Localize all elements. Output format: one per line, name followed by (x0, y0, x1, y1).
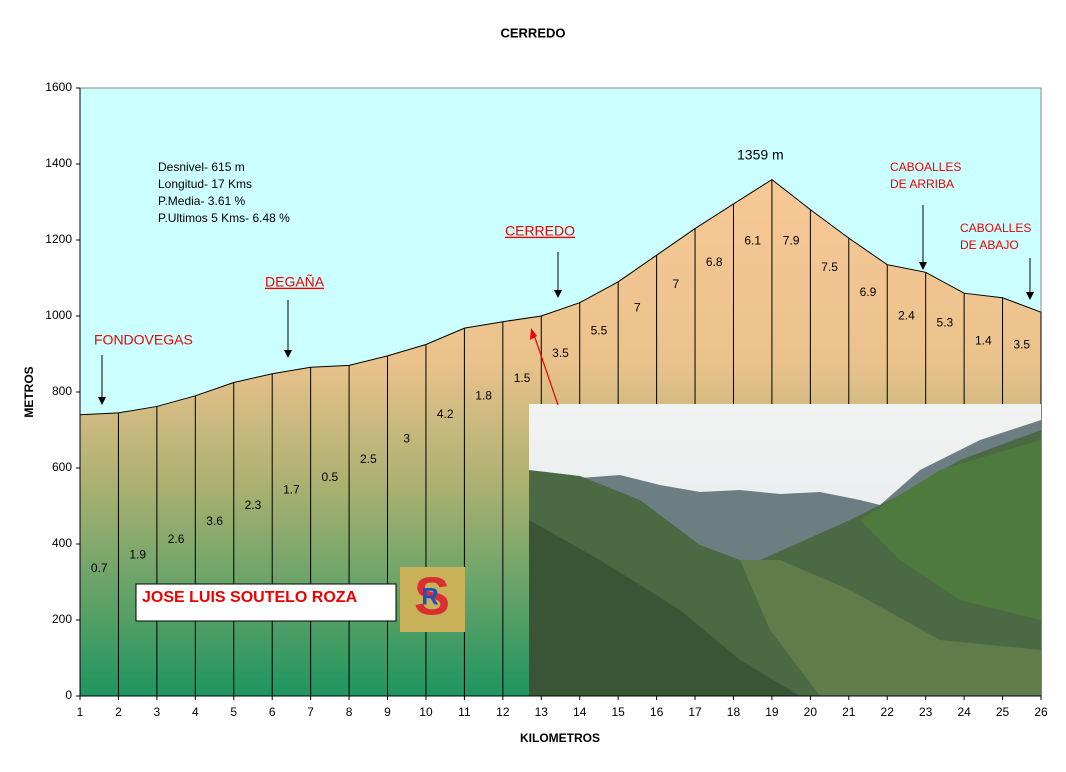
segment-gradient: 3.5 (552, 346, 569, 360)
x-tick-label: 24 (957, 705, 971, 719)
stat-line: Longitud- 17 Kms (158, 177, 252, 191)
photo-pointer (532, 331, 559, 406)
x-tick-label: 3 (154, 705, 161, 719)
x-tick-label: 19 (765, 705, 779, 719)
segment-gradient: 7.9 (783, 234, 800, 248)
profile-line (79, 178, 1042, 416)
x-tick-label: 15 (611, 705, 625, 719)
x-tick-label: 16 (650, 705, 664, 719)
segment-gradient: 3 (403, 432, 410, 446)
x-tick-label: 25 (996, 705, 1010, 719)
segment-gradient: 6.1 (744, 234, 761, 248)
annotation-arrowhead (98, 397, 106, 405)
annotation-arrowhead (1026, 292, 1034, 300)
x-tick-label: 2 (115, 705, 122, 719)
annotation: CABOALLES (890, 160, 961, 174)
x-tick-label: 9 (384, 705, 391, 719)
chart-title: CERREDO (500, 25, 565, 40)
x-tick-label: 26 (1034, 705, 1048, 719)
segment-gradient: 7 (634, 300, 641, 314)
photo (529, 404, 1041, 696)
x-tick-label: 4 (192, 705, 199, 719)
annotation: CABOALLES (960, 221, 1031, 235)
x-tick-label: 6 (269, 705, 276, 719)
x-tick-label: 20 (804, 705, 818, 719)
x-tick-label: 5 (230, 705, 237, 719)
segment-gradient: 3.6 (206, 514, 223, 528)
stat-line: P.Media- 3.61 % (158, 194, 245, 208)
y-tick-label: 1600 (45, 80, 72, 94)
x-tick-label: 1 (77, 705, 84, 719)
y-tick-label: 0 (65, 688, 72, 702)
annotation: DE ABAJO (960, 238, 1019, 252)
annotation: DE ARRIBA (890, 177, 954, 191)
x-tick-label: 12 (496, 705, 510, 719)
x-tick-label: 8 (346, 705, 353, 719)
stat-line: P.Ultimos 5 Kms- 6.48 % (158, 211, 290, 225)
annotation: 1359 m (737, 147, 784, 163)
logo-letter: S (414, 566, 450, 626)
x-tick-label: 7 (307, 705, 314, 719)
y-tick-label: 200 (52, 612, 72, 626)
logo-letter: R (421, 583, 438, 610)
y-tick-label: 800 (52, 384, 72, 398)
annotation-arrowhead (284, 350, 292, 358)
segment-gradient: 1.9 (129, 548, 146, 562)
x-tick-label: 17 (688, 705, 702, 719)
x-tick-label: 10 (419, 705, 433, 719)
x-tick-label: 18 (727, 705, 741, 719)
x-tick-label: 23 (919, 705, 933, 719)
stat-line: Desnivel- 615 m (158, 160, 245, 174)
y-tick-label: 600 (52, 460, 72, 474)
annotation-arrowhead (554, 290, 562, 298)
x-tick-label: 14 (573, 705, 587, 719)
y-tick-label: 1400 (45, 156, 72, 170)
segment-gradient: 1.7 (283, 483, 300, 497)
segment-gradient: 1.8 (475, 389, 492, 403)
author-box (135, 583, 397, 622)
y-tick-label: 1000 (45, 308, 72, 322)
segment-gradient: 1.4 (975, 334, 992, 348)
x-tick-label: 13 (535, 705, 549, 719)
annotation-arrowhead (919, 262, 927, 270)
segment-gradient: 2.4 (898, 309, 915, 323)
segment-gradient: 2.5 (360, 452, 377, 466)
y-axis-label: METROS (22, 366, 36, 417)
y-tick-label: 400 (52, 536, 72, 550)
x-tick-label: 22 (881, 705, 895, 719)
annotation: DEGAÑA (265, 274, 325, 290)
segment-gradient: 5.3 (937, 315, 954, 329)
segment-gradient: 7 (672, 277, 679, 291)
annotation: FONDOVEGAS (94, 332, 193, 348)
segment-gradient: 6.9 (860, 285, 877, 299)
segment-gradient: 1.5 (514, 371, 531, 385)
author: JOSE LUIS SOUTELO ROZA (142, 589, 358, 606)
segment-gradient: 6.8 (706, 255, 723, 269)
x-axis-label: KILOMETROS (520, 731, 600, 745)
segment-gradient: 2.3 (245, 498, 262, 512)
segment-gradient: 2.6 (168, 532, 185, 546)
photo-pointer-head (530, 328, 537, 340)
segment-gradient: 0.7 (91, 561, 108, 575)
y-tick-label: 1200 (45, 232, 72, 246)
segment-gradient: 4.2 (437, 407, 454, 421)
segment-gradient: 0.5 (322, 470, 339, 484)
x-tick-label: 21 (842, 705, 856, 719)
annotation: CERREDO (505, 223, 575, 239)
x-tick-label: 11 (458, 705, 471, 719)
segment-gradient: 3.5 (1013, 338, 1030, 352)
segment-gradient: 7.5 (821, 260, 838, 274)
logo (400, 567, 465, 632)
segment-gradient: 5.5 (591, 324, 608, 338)
